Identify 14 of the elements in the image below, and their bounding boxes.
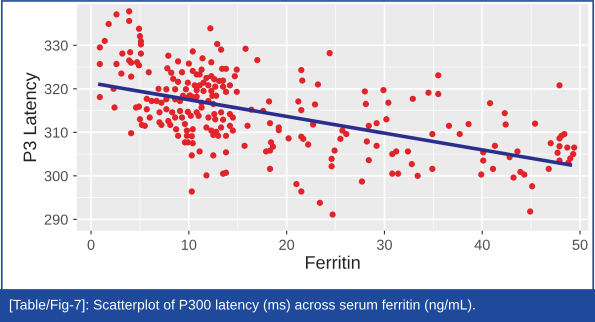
x-tick-label: 20 <box>279 240 294 250</box>
y-tick-label: 330 <box>44 40 68 51</box>
text: [Table/Fig-7]: Scatterplot of P300 latency (ms) across serum ferritin (ng/mL). <box>10 299 475 312</box>
y-tick-label: 310 <box>44 127 68 138</box>
y-axis-title: P3 Latency <box>23 72 40 162</box>
y-tick-label: 300 <box>44 170 68 182</box>
y-tick-label: 290 <box>44 214 68 225</box>
x-tick-label: 50 <box>572 240 588 250</box>
x-axis-title: Ferritin <box>306 256 360 269</box>
y-tick-label: 320 <box>44 84 68 94</box>
x-tick-label: 30 <box>376 240 392 250</box>
x-tick-label: 0 <box>88 240 95 250</box>
x-tick-label: 10 <box>182 240 196 250</box>
x-tick-label: 40 <box>474 240 490 250</box>
